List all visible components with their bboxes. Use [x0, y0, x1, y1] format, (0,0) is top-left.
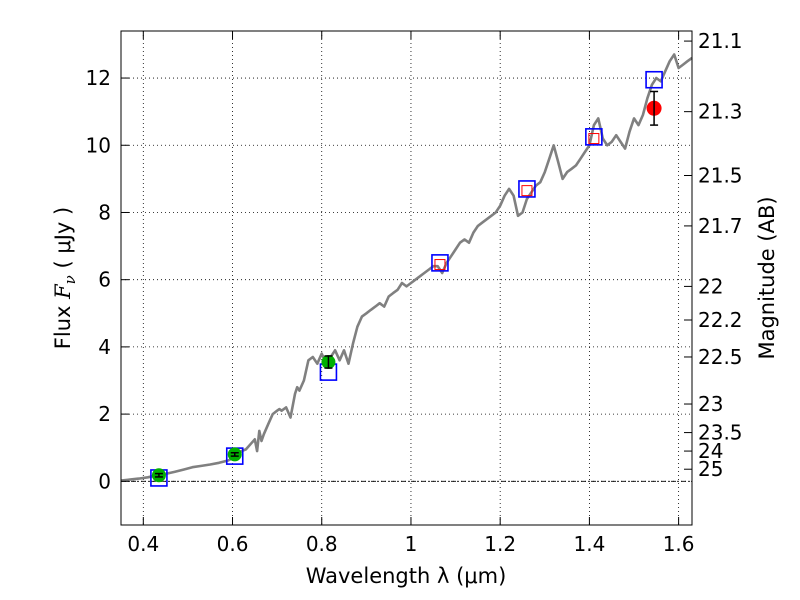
plot-frame	[120, 30, 693, 526]
y-label-symbol: F	[51, 283, 75, 300]
mag-tick-label-10: 25	[698, 457, 723, 481]
x-tick-label-2: 0.8	[306, 532, 338, 556]
mag-tick-label-1: 21.3	[698, 100, 743, 124]
observed-markers	[151, 90, 662, 483]
mag-tick-label-3: 21.7	[698, 214, 743, 238]
mag-tick-label-2: 21.5	[698, 164, 743, 188]
x-tick-label-6: 1.6	[663, 532, 695, 556]
x-ticks: 0.4 0.6 0.8 1 1.2 1.4 1.6	[127, 31, 695, 556]
x-tick-label-0: 0.4	[127, 532, 159, 556]
x-tick-label-5: 1.4	[573, 532, 605, 556]
x-axis-label: Wavelength λ (μm)	[306, 564, 507, 588]
measured-point-0	[434, 259, 446, 271]
y-tick-label-1: 2	[98, 402, 111, 426]
x-tick-label-3: 1	[405, 532, 418, 556]
y-tick-label-2: 4	[98, 335, 111, 359]
mag-tick-label-7: 23	[698, 392, 723, 416]
mag-tick-label-4: 22	[698, 274, 723, 298]
x-tick-label-1: 0.6	[217, 532, 249, 556]
bandpass-square-5	[585, 128, 603, 146]
y-tick-label-5: 10	[86, 133, 111, 157]
mag-tick-label-0: 21.1	[698, 29, 743, 53]
y-axis-label-right: Magnitude (AB)	[755, 196, 779, 359]
x-tick-label-4: 1.2	[484, 532, 516, 556]
plot-background	[121, 31, 692, 525]
y-tick-label-4: 8	[98, 200, 111, 224]
spectrum-group	[120, 53, 693, 482]
mag-tick-label-5: 22.2	[698, 308, 743, 332]
y-tick-label-3: 6	[98, 268, 111, 292]
mag-tick-label-9: 24	[698, 439, 723, 463]
y-tick-label-0: 0	[98, 469, 111, 493]
y-ticks: 0 2 4 6 8 10 12	[86, 66, 129, 493]
spectrum-line-0	[120, 53, 693, 482]
y-tick-label-6: 12	[86, 66, 111, 90]
y-label-unit: ( μJy )	[51, 207, 75, 275]
measured-point-2	[588, 133, 600, 145]
mag-tick-label-8: 23.5	[698, 421, 743, 445]
y-label-subscript: ν	[61, 275, 79, 284]
bandpass-square-3	[431, 254, 449, 272]
y-axis-label-left: Flux Fν ( μJy )	[51, 207, 79, 349]
mag-tick-label-6: 22.5	[698, 345, 743, 369]
y-label-prefix: Flux	[51, 299, 75, 349]
bandpass-square-4	[518, 180, 536, 198]
bandpass-square-6	[645, 70, 663, 89]
measured-point-1	[521, 185, 533, 197]
